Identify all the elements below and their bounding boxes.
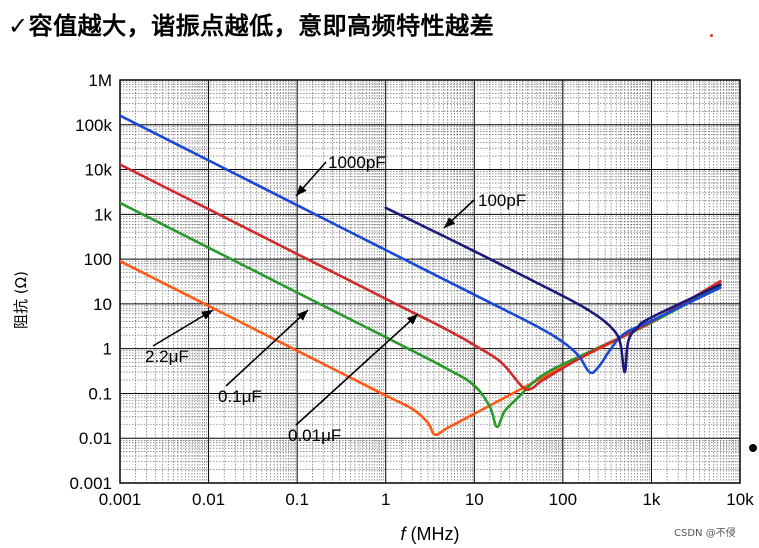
x-axis-label: f (MHz) <box>401 524 460 544</box>
annotation-label-2.2μF: 2.2μF <box>145 347 189 366</box>
annotation-label-0.01μF: 0.01μF <box>288 426 341 445</box>
y-tick-label: 100 <box>84 250 112 269</box>
y-tick-label: 10k <box>85 161 113 180</box>
annotation-arrowhead-100pF <box>444 217 456 228</box>
curves <box>120 114 722 437</box>
x-tick-label: 100 <box>549 490 577 509</box>
y-axis-label: 阻抗 (Ω) <box>12 271 30 329</box>
annotation-line-2.2μF <box>152 309 214 347</box>
series-line-1000pF <box>120 114 722 375</box>
x-tick-label: 1k <box>642 490 660 509</box>
y-tick-label: 0.1 <box>88 384 112 403</box>
decorative-dot <box>710 34 713 37</box>
x-tick-label: 0.01 <box>192 490 225 509</box>
y-tick-label: 1 <box>103 340 112 359</box>
bullet-dot <box>749 444 757 452</box>
x-axis-label-unit: (MHz) <box>406 524 460 544</box>
annotations: 1000pF 100pF 2.2μF 0.1μF 0.01μF <box>145 153 526 445</box>
y-tick-label: 1M <box>88 71 112 90</box>
y-tick-label: 1k <box>94 205 112 224</box>
y-tick-label: 0.001 <box>69 474 112 493</box>
series-line-0.01μF <box>120 163 722 392</box>
annotation-label-100pF: 100pF <box>478 191 526 210</box>
annotation-line-0.1μF <box>225 309 309 387</box>
annotation-arrowhead-1000pF <box>296 184 307 196</box>
annotation-arrowhead-2.2μF <box>201 310 213 320</box>
x-tick-label: 10k <box>726 490 754 509</box>
watermark: CSDN @不侵 <box>674 528 736 539</box>
grid <box>119 79 741 484</box>
x-tick-label: 10 <box>465 490 484 509</box>
x-tick-label: 0.1 <box>285 490 309 509</box>
annotation-line-0.01μF <box>295 313 419 426</box>
plot-frame <box>119 79 741 484</box>
page-title: ✓容值越大，谐振点越低，意即高频特性越差 <box>8 12 495 40</box>
x-axis-label-f: f <box>401 524 408 544</box>
tick-labels: 0.001 0.01 0.1 1 10 100 1k 10k 0.001 0.01 0.1 1 10 10… <box>69 71 754 509</box>
y-tick-label: 10 <box>93 295 112 314</box>
series-line-100pF <box>384 206 722 374</box>
annotation-label-1000pF: 1000pF <box>328 153 386 172</box>
x-tick-label: 0.001 <box>99 490 142 509</box>
annotation-arrowhead-0.01μF <box>406 314 418 325</box>
x-tick-label: 1 <box>381 490 390 509</box>
y-tick-label: 100k <box>75 116 112 135</box>
annotation-arrowhead-0.1μF <box>296 310 308 321</box>
y-tick-label: 0.01 <box>79 429 112 448</box>
annotation-label-0.1μF: 0.1μF <box>218 387 262 406</box>
